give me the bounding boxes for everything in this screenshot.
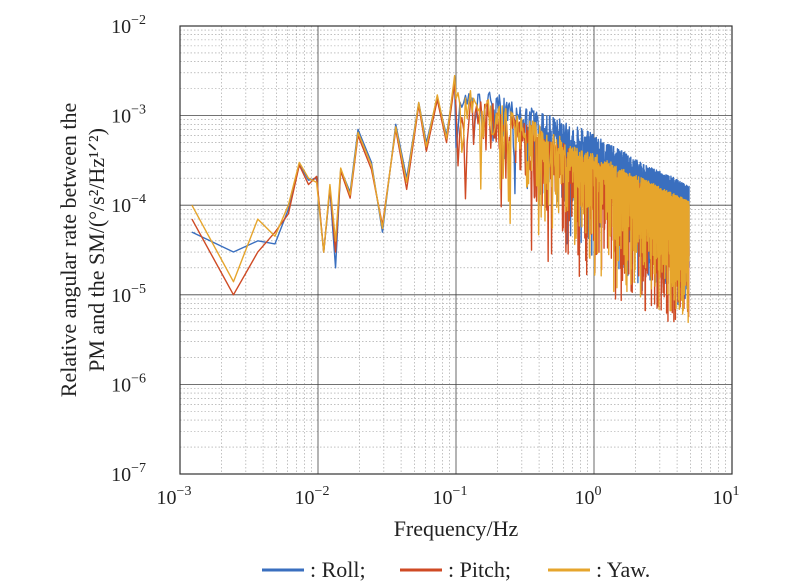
- legend-label: : Yaw.: [596, 557, 650, 582]
- y-tick-label: 10−3: [111, 103, 146, 128]
- plot-frame: [179, 25, 733, 475]
- x-tick-label: 10−1: [433, 484, 468, 509]
- legend: : Roll; : Pitch; : Yaw.: [262, 557, 650, 582]
- y-tick-label: 10−2: [111, 13, 146, 38]
- series-line-yaw: [191, 74, 690, 324]
- y-tick-label: 10−7: [111, 461, 146, 486]
- x-tick-label: 10−2: [295, 484, 330, 509]
- x-tick-label: 100: [575, 484, 602, 509]
- y-tick-label: 10−4: [111, 192, 146, 217]
- y-tick-label: 10−5: [111, 282, 146, 307]
- y-tick-labels: 10−7 10−6 10−5 10−4 10−3 10−2: [111, 13, 146, 486]
- y-tick-label: 10−6: [111, 371, 146, 396]
- x-tick-label: 10−3: [157, 484, 192, 509]
- legend-label: : Pitch;: [448, 557, 511, 582]
- legend-label: : Roll;: [310, 557, 366, 582]
- x-tick-labels: 10−3 10−2 10−1 100 101: [157, 484, 740, 509]
- x-tick-label: 101: [713, 484, 740, 509]
- series-layer: [191, 74, 690, 324]
- y-axis-title-line1: Relative angular rate between the: [56, 103, 81, 397]
- y-axis-title-line2: PM and the SM/(°/s²/Hz¹ᐟ²): [84, 128, 109, 372]
- x-axis-title: Frequency/Hz: [394, 516, 519, 541]
